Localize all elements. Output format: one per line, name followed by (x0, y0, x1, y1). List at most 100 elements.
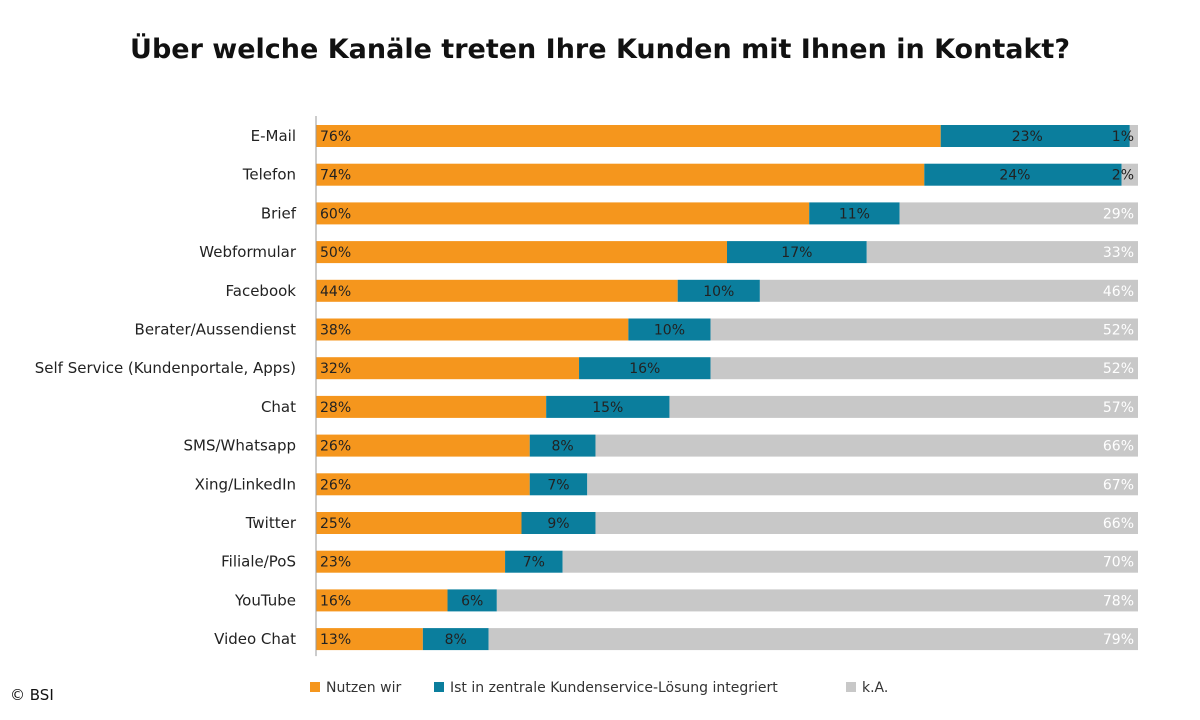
data-label: 11% (839, 206, 870, 222)
data-label: 29% (1103, 206, 1134, 222)
legend: Nutzen wir Ist in zentrale Kundenservice-… (310, 680, 888, 696)
bar-segment (628, 318, 711, 341)
data-label: 79% (1103, 632, 1134, 648)
bar-segment (316, 241, 727, 264)
data-label: 15% (592, 400, 623, 416)
bar-segment (866, 241, 1138, 264)
bar-segment (316, 473, 530, 496)
bar-segment (488, 628, 1138, 651)
bar-segment (546, 395, 670, 418)
bar-segment (924, 163, 1122, 186)
data-label: 46% (1103, 284, 1134, 300)
category-label: Chat (261, 398, 296, 416)
bars-layer: 76% 23% 1% 74% 24% 2% 60% 11% 29% 50% 17% 33% 44% 10%… (316, 125, 1139, 651)
data-label: 26% (320, 439, 351, 455)
category-label: Brief (261, 204, 297, 222)
bar-segment (316, 628, 423, 651)
category-label: Self Service (Kundenportale, Apps) (35, 359, 296, 377)
bar-segment (562, 550, 1138, 573)
category-label: E-Mail (251, 127, 296, 145)
category-label: Twitter (245, 514, 297, 532)
legend-swatch (434, 682, 444, 692)
bar-segment (316, 125, 941, 147)
bar-segment (940, 125, 1130, 147)
bar-segment (316, 202, 810, 225)
chart-title: Über welche Kanäle treten Ihre Kunden mi… (130, 34, 1070, 65)
bar-segment (710, 318, 1138, 341)
data-label: 33% (1103, 245, 1134, 261)
bar-segment (316, 434, 530, 457)
bar-segment (316, 357, 580, 380)
legend-swatch (310, 682, 320, 692)
data-label: 13% (320, 632, 351, 648)
bar-segment (595, 512, 1138, 534)
data-label: 25% (320, 516, 351, 532)
bar-segment (595, 434, 1138, 457)
data-label: 17% (781, 245, 812, 261)
data-label: 76% (320, 129, 351, 145)
copyright-notice: © BSI (10, 686, 54, 704)
bar-segment (316, 550, 506, 573)
bar-segment (316, 279, 678, 302)
data-label: 70% (1103, 555, 1134, 571)
data-label: 28% (320, 400, 351, 416)
data-label: 10% (703, 284, 734, 300)
data-label: 23% (320, 555, 351, 571)
category-axis: E-Mail Telefon Brief Webformular Facebook Ber… (35, 116, 317, 657)
bar-segment (316, 512, 522, 534)
bar-segment (809, 202, 900, 225)
data-label: 52% (1103, 323, 1134, 339)
data-label: 26% (320, 477, 351, 493)
bar-segment (759, 279, 1138, 302)
category-label: Berater/Aussendienst (135, 321, 297, 339)
category-label: Xing/LinkedIn (195, 475, 296, 493)
bar-segment (316, 318, 629, 341)
data-label: 66% (1103, 516, 1134, 532)
category-label: SMS/Whatsapp (184, 437, 297, 455)
bar-segment (677, 279, 760, 302)
data-label: 7% (547, 477, 569, 493)
data-label: 8% (551, 439, 573, 455)
bar-segment (422, 628, 489, 651)
category-label: YouTube (234, 591, 296, 609)
data-label: 50% (320, 245, 351, 261)
data-label: 23% (1012, 129, 1043, 145)
data-label: 8% (445, 632, 467, 648)
bar-segment (579, 357, 711, 380)
bar-segment (529, 473, 588, 496)
bar-segment (316, 589, 448, 612)
data-label: 78% (1103, 593, 1134, 609)
bar-segment (710, 357, 1138, 380)
bar-segment (505, 550, 563, 573)
bar-segment (316, 163, 925, 186)
data-label: 66% (1103, 439, 1134, 455)
data-label: 10% (654, 323, 685, 339)
data-label: 16% (320, 593, 351, 609)
category-label: Facebook (226, 282, 297, 300)
data-label: 16% (629, 361, 660, 377)
data-label: 1% (1112, 129, 1134, 145)
data-label: 2% (1112, 168, 1134, 184)
bar-segment (899, 202, 1138, 225)
data-label: 67% (1103, 477, 1134, 493)
bar-segment (1121, 163, 1138, 186)
bar-segment (496, 589, 1139, 612)
bar-segment (669, 395, 1138, 418)
data-label: 24% (999, 168, 1030, 184)
data-label: 57% (1103, 400, 1134, 416)
bar-segment (1129, 125, 1138, 147)
bar-segment (316, 395, 547, 418)
data-label: 44% (320, 284, 351, 300)
data-label: 32% (320, 361, 351, 377)
data-label: 74% (320, 168, 351, 184)
category-label: Filiale/PoS (221, 553, 296, 571)
legend-label: k.A. (862, 680, 888, 696)
legend-label: Nutzen wir (326, 680, 401, 696)
bar-segment (727, 241, 867, 264)
data-label: 7% (523, 555, 545, 571)
data-label: 9% (547, 516, 569, 532)
category-label: Webformular (199, 243, 297, 261)
legend-swatch (846, 682, 856, 692)
category-label: Telefon (242, 166, 296, 184)
data-label: 60% (320, 206, 351, 222)
